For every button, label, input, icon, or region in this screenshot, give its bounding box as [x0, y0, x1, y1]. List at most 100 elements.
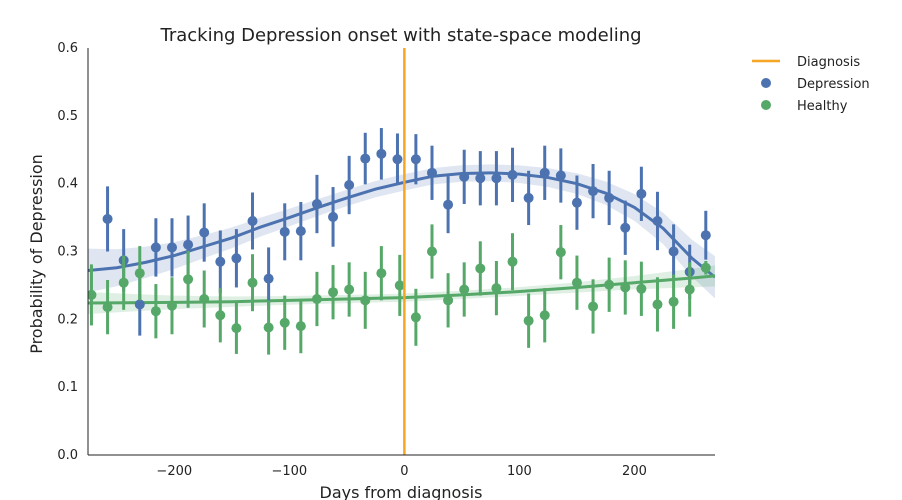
series-healthy: [88, 224, 711, 355]
data-point: [507, 169, 518, 180]
y-tick-label: 0.4: [57, 177, 78, 192]
data-point: [426, 167, 437, 178]
data-point: [183, 239, 194, 250]
data-point: [588, 186, 599, 197]
data-point: [102, 302, 113, 313]
y-tick-label: 0.0: [57, 448, 78, 463]
legend-item-healthy: Healthy: [761, 99, 848, 114]
legend-label: Healthy: [797, 99, 848, 114]
legend: Diagnosis Depression Healthy: [752, 55, 870, 114]
data-point: [344, 284, 355, 295]
data-point: [166, 242, 177, 253]
data-point: [491, 283, 502, 294]
data-point: [410, 154, 421, 165]
legend-item-depression: Depression: [761, 77, 870, 92]
data-point: [684, 284, 695, 295]
x-tick-label: −200: [156, 464, 192, 479]
data-point: [668, 246, 679, 257]
data-point: [392, 154, 403, 165]
data-point: [620, 222, 631, 233]
data-point: [150, 306, 161, 317]
data-point: [426, 246, 437, 257]
data-point: [263, 322, 274, 333]
data-point: [539, 310, 550, 321]
legend-label: Depression: [797, 77, 870, 92]
data-point: [118, 277, 129, 288]
data-point: [700, 262, 711, 273]
data-point: [636, 283, 647, 294]
data-point: [443, 295, 454, 306]
fit-line-healthy: [88, 274, 715, 305]
data-point: [199, 293, 210, 304]
data-point: [231, 253, 242, 264]
data-point: [475, 263, 486, 274]
data-point: [555, 170, 566, 181]
plot-area: [88, 48, 715, 455]
data-point: [247, 215, 258, 226]
data-point: [459, 171, 470, 182]
legend-swatch: [761, 78, 771, 88]
axes: [87, 48, 715, 456]
data-point: [604, 192, 615, 203]
data-point: [652, 215, 663, 226]
data-point: [588, 301, 599, 312]
y-axis-label: Probability of Depression: [27, 154, 46, 354]
data-point: [571, 277, 582, 288]
y-tick-label: 0.3: [57, 245, 78, 260]
data-point: [376, 268, 387, 279]
chart-title: Tracking Depression onset with state-spa…: [159, 25, 641, 46]
x-tick-label: 100: [507, 464, 532, 479]
data-point: [571, 197, 582, 208]
data-point: [523, 192, 534, 203]
data-point: [394, 280, 405, 291]
data-point: [620, 282, 631, 293]
data-point: [523, 315, 534, 326]
data-point: [150, 242, 161, 253]
data-point: [263, 273, 274, 284]
y-tick-label: 0.5: [57, 109, 78, 124]
data-point: [360, 295, 371, 306]
data-point: [668, 296, 679, 307]
legend-label: Diagnosis: [797, 55, 860, 70]
data-point: [215, 310, 226, 321]
data-point: [604, 279, 615, 290]
y-ticks: 0.0 0.1 0.2 0.3 0.4 0.5 0.6: [57, 41, 78, 463]
legend-item-diagnosis: Diagnosis: [752, 55, 860, 70]
data-point: [491, 173, 502, 184]
data-point: [279, 226, 290, 237]
data-point: [539, 167, 550, 178]
data-point: [360, 153, 371, 164]
data-point: [700, 230, 711, 241]
data-point: [279, 317, 290, 328]
data-point: [652, 299, 663, 310]
data-point: [215, 256, 226, 267]
y-tick-label: 0.1: [57, 380, 78, 395]
data-point: [134, 299, 145, 310]
data-point: [295, 226, 306, 237]
data-point: [183, 274, 194, 285]
data-point: [328, 287, 339, 298]
data-point: [166, 300, 177, 311]
x-tick-label: 0: [400, 464, 408, 479]
data-point: [311, 293, 322, 304]
data-point: [311, 199, 322, 210]
x-tick-label: −100: [271, 464, 307, 479]
legend-swatch: [761, 100, 771, 110]
x-axis-label: Days from diagnosis: [320, 483, 483, 500]
data-point: [199, 227, 210, 238]
data-point: [376, 148, 387, 159]
data-point: [295, 321, 306, 332]
data-point: [344, 180, 355, 191]
data-point: [443, 199, 454, 210]
data-point: [328, 211, 339, 222]
data-point: [247, 277, 258, 288]
data-point: [555, 247, 566, 258]
data-point: [636, 188, 647, 199]
data-point: [459, 284, 470, 295]
data-point: [102, 213, 113, 224]
data-point: [475, 173, 486, 184]
y-tick-label: 0.2: [57, 312, 78, 327]
data-point: [231, 323, 242, 334]
data-point: [134, 268, 145, 279]
